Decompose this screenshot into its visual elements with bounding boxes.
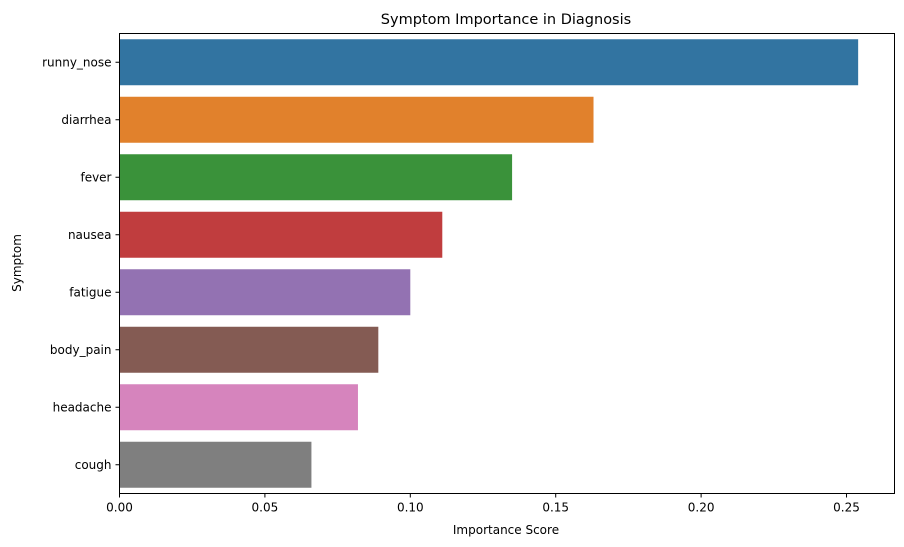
x-tick-label: 0.20 bbox=[688, 501, 715, 515]
y-axis-ticks: runny_nose diarrhea fever nausea fatigue body… bbox=[42, 55, 120, 472]
x-tick-label: 0.15 bbox=[542, 501, 569, 515]
bar-fever bbox=[119, 154, 513, 201]
bar-fatigue bbox=[119, 269, 411, 316]
y-tick-label: headache bbox=[53, 400, 112, 414]
y-tick-label: runny_nose bbox=[42, 55, 111, 69]
x-axis-label: Importance Score bbox=[453, 523, 559, 537]
bar-runny-nose bbox=[119, 39, 859, 86]
x-axis-ticks: 0.00 0.05 0.10 0.15 0.20 0.25 bbox=[106, 493, 860, 515]
y-tick-label: fever bbox=[80, 170, 111, 184]
bar-diarrhea bbox=[119, 96, 594, 143]
y-tick-label: cough bbox=[75, 458, 112, 472]
bars-group bbox=[119, 39, 859, 488]
x-tick-label: 0.25 bbox=[833, 501, 860, 515]
x-tick-label: 0.05 bbox=[252, 501, 279, 515]
y-axis-label: Symptom bbox=[10, 234, 24, 292]
bar-nausea bbox=[119, 211, 443, 258]
y-tick-label: diarrhea bbox=[61, 113, 111, 127]
bar-body-pain bbox=[119, 326, 379, 373]
chart-title: Symptom Importance in Diagnosis bbox=[381, 12, 631, 28]
y-tick-label: fatigue bbox=[69, 285, 111, 299]
plot-frame bbox=[119, 33, 895, 494]
x-tick-label: 0.10 bbox=[397, 501, 424, 515]
x-tick-label: 0.00 bbox=[106, 501, 133, 515]
y-tick-label: nausea bbox=[68, 228, 112, 242]
bar-headache bbox=[119, 384, 358, 431]
bar-cough bbox=[119, 441, 312, 488]
y-tick-label: body_pain bbox=[50, 343, 112, 357]
